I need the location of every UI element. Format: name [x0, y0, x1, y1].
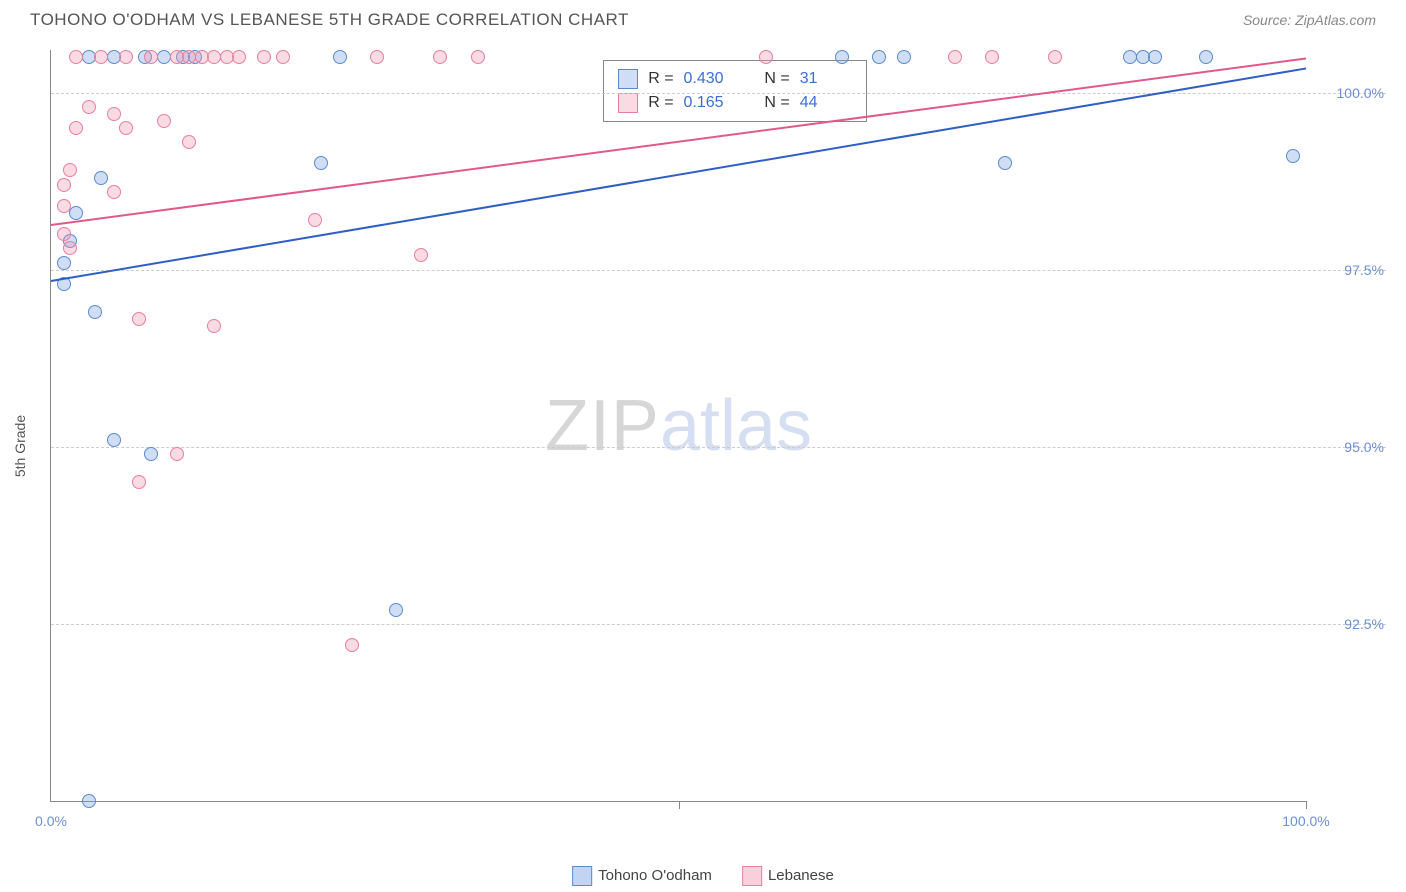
legend-swatch — [618, 69, 638, 89]
scatter-point — [57, 227, 71, 241]
stats-r-value: 0.430 — [684, 70, 736, 88]
scatter-point — [57, 256, 71, 270]
scatter-point — [276, 50, 290, 64]
scatter-point — [69, 121, 83, 135]
scatter-point — [57, 199, 71, 213]
scatter-point — [471, 50, 485, 64]
scatter-point — [132, 475, 146, 489]
scatter-point — [759, 50, 773, 64]
y-tick-label: 92.5% — [1314, 616, 1384, 632]
legend-swatch — [572, 866, 592, 886]
x-tick — [1306, 801, 1307, 809]
scatter-point — [63, 241, 77, 255]
plot-area: ZIPatlas R =0.430 N =31R =0.165 N =44 92… — [50, 50, 1306, 802]
scatter-point — [69, 206, 83, 220]
gridline-h — [51, 624, 1386, 625]
scatter-point — [69, 50, 83, 64]
legend-swatch — [742, 866, 762, 886]
chart-container: 5th Grade ZIPatlas R =0.430 N =31R =0.16… — [30, 40, 1386, 852]
stats-n-label: N = — [764, 94, 789, 112]
legend-swatch — [618, 93, 638, 113]
legend-item: Tohono O'odham — [572, 866, 712, 886]
legend-label: Tohono O'odham — [598, 867, 712, 884]
scatter-point — [872, 50, 886, 64]
chart-title: TOHONO O'ODHAM VS LEBANESE 5TH GRADE COR… — [30, 10, 629, 30]
scatter-point — [1199, 50, 1213, 64]
y-axis-label: 5th Grade — [12, 415, 28, 477]
scatter-point — [107, 433, 121, 447]
watermark-atlas: atlas — [660, 386, 812, 466]
scatter-point — [132, 312, 146, 326]
scatter-point — [82, 100, 96, 114]
scatter-point — [389, 603, 403, 617]
scatter-point — [232, 50, 246, 64]
y-tick-label: 97.5% — [1314, 262, 1384, 278]
scatter-point — [835, 50, 849, 64]
scatter-point — [308, 213, 322, 227]
scatter-point — [998, 156, 1012, 170]
scatter-point — [1048, 50, 1062, 64]
watermark: ZIPatlas — [545, 385, 812, 467]
scatter-point — [433, 50, 447, 64]
scatter-point — [94, 50, 108, 64]
scatter-point — [107, 107, 121, 121]
gridline-h — [51, 447, 1386, 448]
scatter-point — [985, 50, 999, 64]
scatter-point — [414, 248, 428, 262]
stats-row: R = 0.165 N = 44 — [618, 91, 852, 115]
scatter-point — [1148, 50, 1162, 64]
legend-label: Lebanese — [768, 867, 834, 884]
y-tick-label: 95.0% — [1314, 439, 1384, 455]
scatter-point — [57, 178, 71, 192]
stats-r-label: R = — [648, 70, 673, 88]
scatter-point — [119, 121, 133, 135]
scatter-point — [370, 50, 384, 64]
legend-item: Lebanese — [742, 866, 834, 886]
scatter-point — [63, 163, 77, 177]
scatter-point — [88, 305, 102, 319]
x-tick — [679, 801, 680, 809]
gridline-h — [51, 270, 1386, 271]
scatter-point — [107, 185, 121, 199]
stats-legend: R = 0.430 N = 31 R = 0.165 N = 44 — [603, 60, 867, 122]
scatter-point — [257, 50, 271, 64]
scatter-point — [144, 447, 158, 461]
scatter-point — [1286, 149, 1300, 163]
scatter-point — [314, 156, 328, 170]
gridline-h — [51, 93, 1386, 94]
scatter-point — [333, 50, 347, 64]
scatter-point — [82, 794, 96, 808]
scatter-point — [157, 114, 171, 128]
y-tick-label: 100.0% — [1314, 85, 1384, 101]
stats-n-label: N = — [764, 70, 789, 88]
stats-row: R = 0.430 N = 31 — [618, 67, 852, 91]
stats-r-value: 0.165 — [684, 94, 736, 112]
scatter-point — [119, 50, 133, 64]
scatter-point — [182, 135, 196, 149]
bottom-legend: Tohono O'odham Lebanese — [572, 866, 834, 886]
source-label: Source: ZipAtlas.com — [1243, 12, 1376, 28]
scatter-point — [897, 50, 911, 64]
scatter-point — [94, 171, 108, 185]
scatter-point — [948, 50, 962, 64]
scatter-point — [207, 319, 221, 333]
scatter-point — [170, 447, 184, 461]
x-tick-label: 0.0% — [35, 813, 67, 829]
stats-n-value: 44 — [800, 94, 852, 112]
scatter-point — [144, 50, 158, 64]
stats-r-label: R = — [648, 94, 673, 112]
scatter-point — [345, 638, 359, 652]
watermark-zip: ZIP — [545, 386, 660, 466]
stats-n-value: 31 — [800, 70, 852, 88]
x-tick-label: 100.0% — [1282, 813, 1329, 829]
